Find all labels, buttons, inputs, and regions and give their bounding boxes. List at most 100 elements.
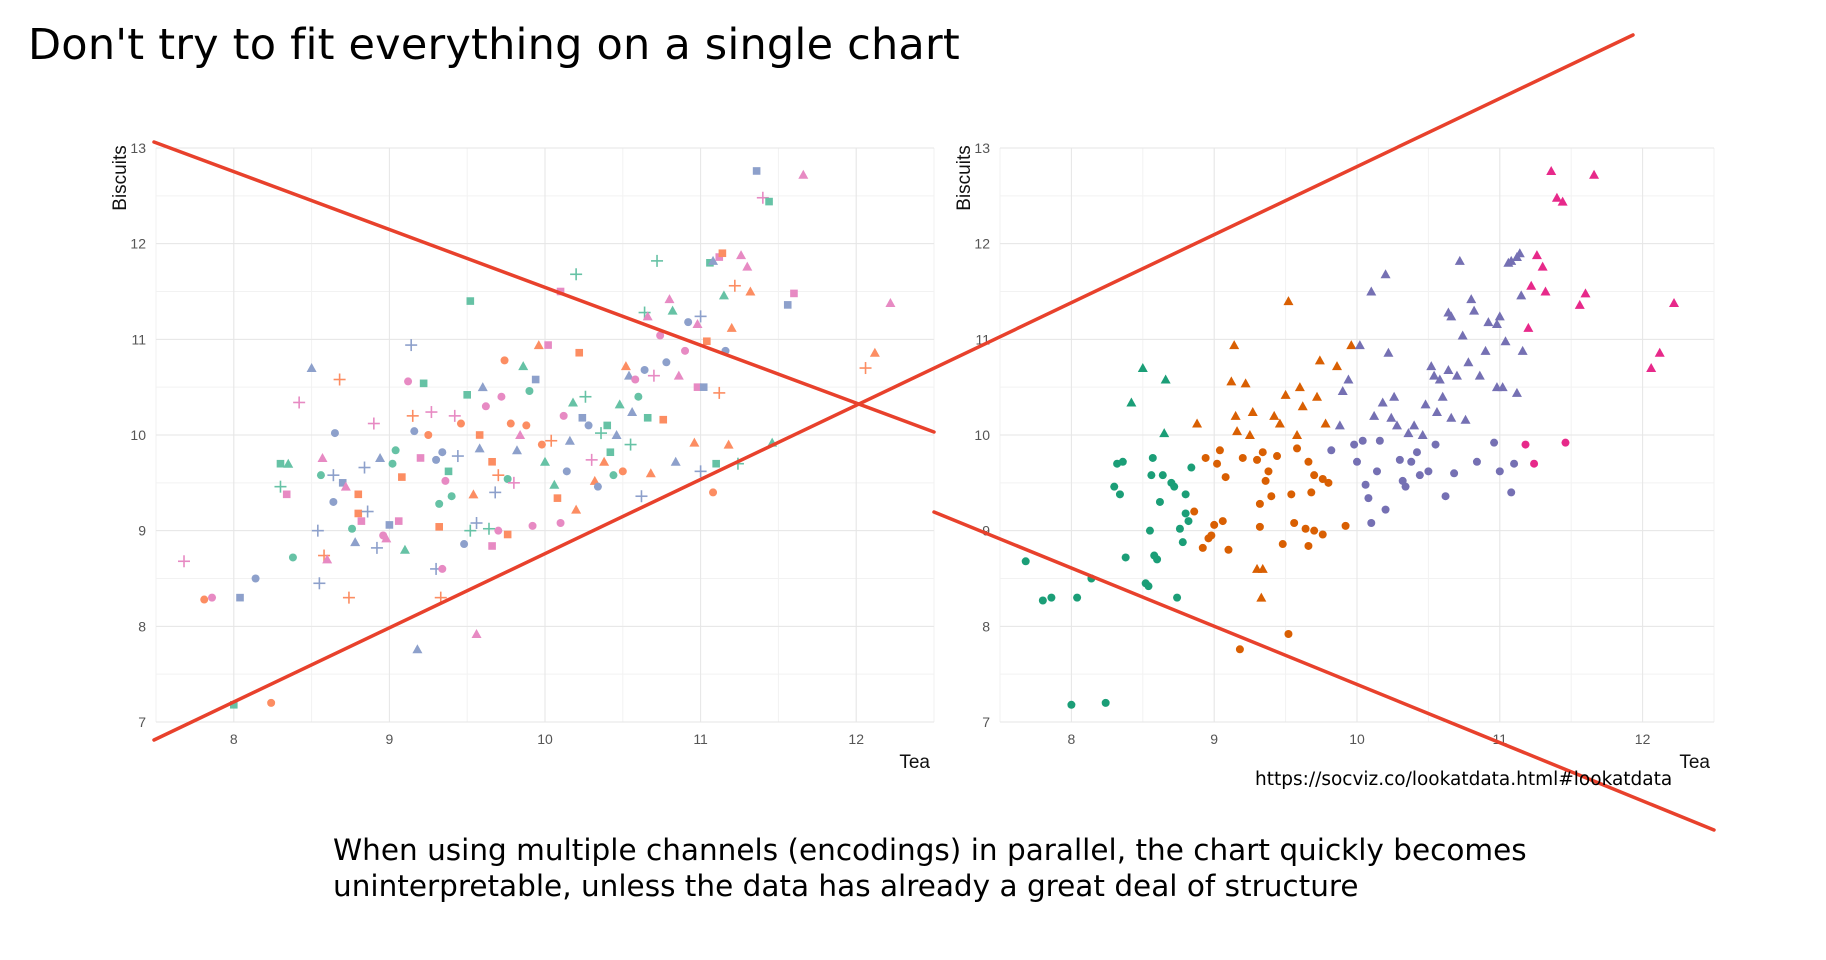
data-point-triangle	[1334, 420, 1345, 430]
data-point-circle	[1530, 459, 1539, 468]
data-point-circle	[1507, 488, 1516, 497]
data-point-square	[783, 301, 792, 309]
data-point-triangle	[1469, 305, 1480, 315]
data-point-circle	[1261, 476, 1270, 485]
data-point-circle	[1510, 459, 1519, 468]
data-point-triangle	[624, 370, 635, 380]
data-point-circle	[709, 488, 718, 497]
data-point-triangle	[1446, 412, 1457, 422]
data-point-triangle	[1229, 340, 1240, 350]
data-point-triangle	[1420, 399, 1431, 409]
data-point-triangle	[1409, 420, 1420, 430]
data-point-triangle	[474, 443, 485, 453]
data-point-circle	[1101, 698, 1110, 707]
data-point-circle	[435, 499, 444, 508]
data-point-triangle	[1580, 288, 1591, 298]
data-point-triangle	[1443, 364, 1454, 374]
data-point-square	[466, 297, 475, 305]
data-point-triangle	[1391, 420, 1402, 430]
data-point-square	[416, 454, 425, 462]
data-point-plus	[482, 522, 495, 535]
data-point-circle	[1255, 522, 1264, 531]
data-point-triangle	[1383, 347, 1394, 357]
data-point-triangle	[1506, 255, 1517, 265]
data-point-circle	[684, 318, 693, 327]
strike-line-3	[932, 510, 1716, 832]
data-point-triangle	[283, 458, 294, 468]
data-point-plus	[647, 369, 660, 382]
data-point-circle	[1258, 448, 1267, 457]
y-axis-label: Biscuits	[110, 145, 131, 210]
data-point-circle	[1490, 438, 1499, 447]
data-point-circle	[494, 526, 503, 535]
data-point-square	[419, 379, 428, 388]
data-point-circle	[438, 448, 447, 457]
data-point-triangle	[1137, 363, 1148, 373]
data-point-triangle	[1523, 322, 1534, 332]
data-point-circle	[1324, 478, 1333, 487]
data-point-triangle	[571, 504, 582, 514]
data-point-triangle	[477, 382, 488, 392]
data-point-circle	[391, 446, 400, 455]
data-point-circle	[1293, 444, 1302, 453]
data-point-triangle	[742, 261, 753, 271]
data-point-plus	[624, 438, 637, 451]
data-point-circle	[1364, 494, 1373, 503]
data-point-triangle	[399, 544, 410, 554]
data-point-square	[544, 341, 552, 349]
data-point-triangle	[1531, 250, 1542, 260]
data-point-circle	[1038, 596, 1047, 605]
data-point-circle	[1047, 593, 1056, 602]
data-point-triangle	[381, 533, 392, 543]
data-points	[1021, 165, 1680, 709]
data-point-circle	[1187, 463, 1196, 472]
data-point-plus	[367, 417, 380, 430]
data-point-square	[699, 383, 708, 391]
data-point-square	[790, 289, 798, 298]
data-point-triangle	[1574, 299, 1585, 309]
data-point-square	[606, 448, 615, 457]
data-point-circle	[1218, 517, 1227, 526]
y-tick-label: 12	[974, 236, 990, 252]
data-point-triangle	[1514, 248, 1525, 258]
data-point-triangle	[1437, 391, 1448, 401]
data-point-square	[230, 700, 238, 709]
data-point-square	[435, 523, 443, 531]
data-point-triangle	[664, 294, 675, 304]
data-point-triangle	[1451, 370, 1462, 380]
x-tick-label: 8	[1068, 731, 1076, 747]
strike-through-lines	[152, 33, 1716, 832]
data-point-circle	[634, 392, 643, 401]
data-point-circle	[559, 411, 568, 420]
data-point-circle	[410, 427, 419, 436]
data-point-plus	[489, 486, 502, 499]
data-point-circle	[424, 431, 433, 439]
y-tick-label: 12	[130, 236, 146, 252]
data-point-circle	[1353, 457, 1361, 466]
data-point-triangle	[1346, 340, 1357, 350]
data-point-triangle	[1466, 294, 1477, 304]
data-point-triangle	[885, 297, 896, 307]
x-tick-label: 8	[230, 731, 238, 747]
source-url[interactable]: https://socviz.co/lookatdata.html#lookat…	[1255, 769, 1673, 790]
data-point-triangle	[1426, 361, 1437, 371]
data-point-circle	[1253, 455, 1262, 464]
data-point-triangle	[726, 322, 737, 332]
data-point-triangle	[1380, 269, 1391, 279]
x-tick-label: 10	[1349, 731, 1365, 747]
data-point-circle	[1181, 509, 1190, 518]
data-point-circle	[1318, 475, 1327, 484]
data-point-circle	[441, 476, 450, 485]
data-point-plus	[178, 555, 191, 568]
data-point-square	[659, 415, 668, 424]
data-point-circle	[208, 593, 217, 602]
data-point-triangle	[1403, 428, 1414, 438]
data-point-circle	[1327, 446, 1336, 455]
data-point-triangle	[1654, 347, 1665, 357]
data-point-triangle	[723, 439, 734, 449]
data-point-triangle	[1283, 296, 1294, 306]
data-point-triangle	[1491, 319, 1502, 329]
data-point-triangle	[1354, 340, 1365, 350]
data-point-circle	[1021, 557, 1030, 566]
